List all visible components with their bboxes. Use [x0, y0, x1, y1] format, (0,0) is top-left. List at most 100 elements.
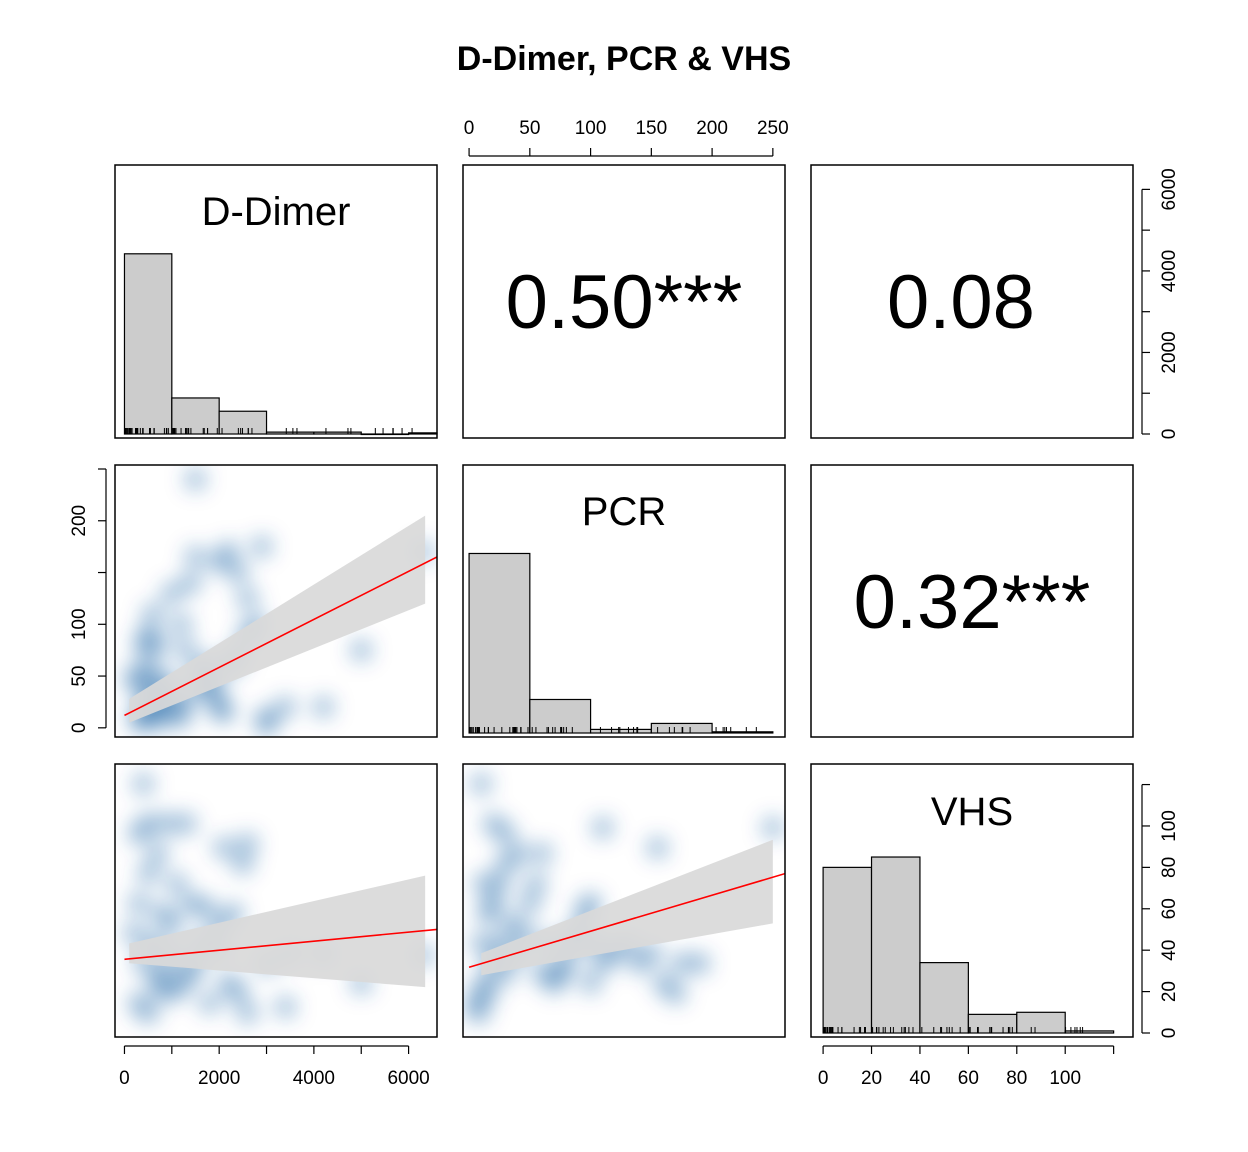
density-point	[212, 836, 235, 859]
histogram-vhs: VHS	[810, 763, 1134, 1038]
histogram-pcr-bars	[468, 552, 774, 734]
tick-label: 0	[1159, 429, 1180, 440]
density-point	[688, 952, 711, 975]
tick-label: 80	[1006, 1068, 1027, 1089]
density-point	[236, 1002, 259, 1025]
density-point	[212, 701, 235, 724]
tick-label: 100	[1049, 1068, 1081, 1089]
ci-band-ddimer-vhs	[129, 875, 426, 988]
tick-label: 20	[1159, 981, 1180, 1002]
histogram-bar	[1016, 1011, 1066, 1034]
density-point	[122, 922, 145, 945]
density-point	[274, 696, 297, 719]
histogram-bar	[870, 856, 921, 1034]
density-point	[530, 962, 553, 985]
histogram-vhs-bars	[822, 856, 1115, 1034]
density-point	[165, 872, 188, 895]
axis-top-pcr: 0 50 100 150 200 250	[464, 118, 789, 157]
tick-label: 60	[958, 1068, 979, 1089]
axis-right-ddimer: 0 2000 4000 6000	[1141, 168, 1180, 440]
density-point	[184, 468, 207, 491]
density-point	[227, 561, 250, 584]
scatter-pcr-vhs	[462, 763, 786, 1038]
histogram-bar	[123, 253, 173, 435]
density-point	[467, 1002, 490, 1025]
figure-title: D-Dimer, PCR & VHS	[457, 40, 791, 78]
density-point	[137, 862, 160, 885]
density-point	[476, 982, 499, 1005]
tick-label: 0	[464, 118, 475, 139]
density-point	[198, 992, 221, 1015]
density-point	[127, 892, 150, 915]
correlation-value-ddimer-vhs: 0.08	[887, 260, 1035, 345]
tick-label: 200	[69, 505, 90, 537]
ci-band-ddimer-pcr	[129, 515, 426, 723]
tick-label: 80	[1159, 857, 1180, 878]
density-point	[179, 571, 202, 594]
density-point	[472, 872, 495, 895]
density-point	[579, 972, 602, 995]
histogram-vhs-rug	[822, 1027, 1084, 1033]
fit-line-ddimer-vhs	[124, 928, 437, 961]
tick-label: 60	[1159, 898, 1180, 919]
correlation-value-pcr-vhs: 0.32***	[854, 560, 1091, 645]
panel-frame-vhs	[810, 763, 1134, 1038]
histogram-bar	[589, 728, 652, 734]
tick-label: 20	[861, 1068, 882, 1089]
density-point	[160, 582, 183, 605]
tick-label: 100	[575, 118, 607, 139]
density-point	[250, 535, 273, 558]
tick-label: 40	[909, 1068, 930, 1089]
histogram-d-dimer-bars	[123, 253, 438, 436]
tick-label: 40	[1159, 940, 1180, 961]
correlation-value-ddimer-pcr: 0.50***	[506, 260, 743, 345]
density-point	[122, 665, 145, 688]
variable-label-d-dimer: D-Dimer	[202, 190, 351, 234]
density-point	[141, 602, 164, 625]
density-point	[530, 842, 553, 865]
tick-label: 50	[519, 118, 540, 139]
density-point	[482, 892, 505, 915]
density-point	[160, 912, 183, 935]
axis-left-pcr: 0 50 100 200	[69, 468, 107, 733]
histogram-bar	[1064, 1030, 1115, 1034]
density-point	[132, 634, 155, 656]
density-point	[494, 822, 517, 845]
density-point	[236, 832, 259, 855]
tick-label: 250	[757, 118, 789, 139]
density-point	[137, 1002, 160, 1025]
tick-label: 6000	[387, 1068, 429, 1089]
density-point	[151, 962, 174, 985]
histogram-bar	[171, 397, 220, 435]
density-point	[231, 852, 254, 875]
tick-label: 4000	[1159, 250, 1180, 292]
density-point	[236, 587, 259, 610]
histogram-bar	[919, 962, 969, 1034]
tick-label: 100	[69, 608, 90, 640]
fit-line-ddimer-pcr	[124, 556, 437, 717]
panel-frame-d-dimer	[114, 164, 438, 439]
fit-line-pcr-vhs	[468, 872, 785, 969]
tick-label: 0	[119, 1068, 130, 1089]
histogram-bar	[468, 552, 531, 734]
density-point	[506, 842, 529, 865]
density-point	[217, 540, 240, 563]
density-point	[350, 639, 373, 662]
tick-label: 2000	[1159, 331, 1180, 373]
density-point	[470, 932, 493, 955]
tick-label: 100	[1159, 810, 1180, 842]
tick-label: 2000	[198, 1068, 240, 1089]
histogram-pcr-rug	[468, 727, 757, 733]
density-point	[156, 812, 179, 835]
density-point	[170, 613, 193, 636]
histogram-bar	[313, 431, 362, 435]
density-point	[470, 772, 493, 795]
tick-label: 50	[69, 665, 90, 686]
scatter-ddimer-vhs	[114, 763, 438, 1038]
tick-label: 4000	[293, 1068, 335, 1089]
density-point	[664, 982, 687, 1005]
tick-label: 0	[1159, 1028, 1180, 1039]
density-point	[488, 872, 511, 895]
histogram-bar	[822, 866, 873, 1034]
